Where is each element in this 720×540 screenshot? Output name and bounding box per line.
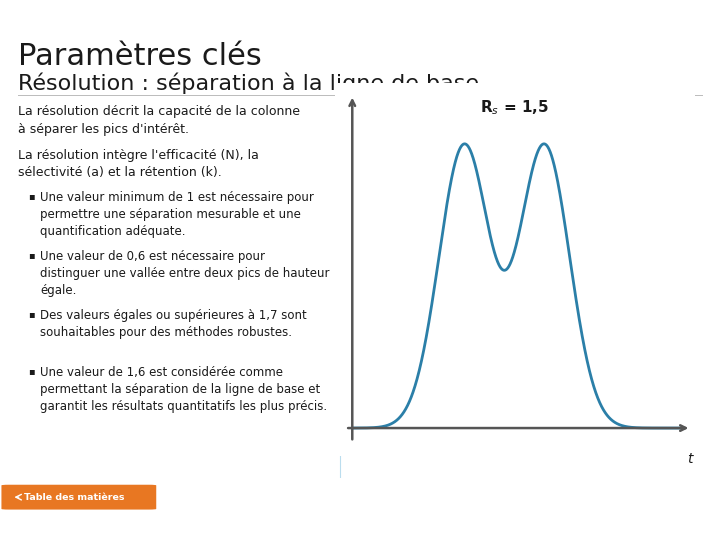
FancyBboxPatch shape (1, 485, 156, 510)
Text: À des fins pédagogiques uniquement
©janv.2019
® Agilent Technologies Inc 2018
8: À des fins pédagogiques uniquement ©janv… (9, 511, 126, 538)
Text: t: t (687, 452, 693, 466)
Text: Table des matières: Table des matières (24, 492, 125, 502)
Text: Résolution : séparation à la ligne de base: Résolution : séparation à la ligne de ba… (18, 73, 479, 94)
Text: ACADEMIC
& INSTITUTIONAL
RESEARCH: ACADEMIC & INSTITUTIONAL RESEARCH (613, 491, 709, 524)
Text: Paramètres clés: Paramètres clés (18, 42, 262, 71)
Text: ▪: ▪ (28, 367, 35, 376)
Text: R$_s$ = 1,5: R$_s$ = 1,5 (480, 99, 549, 117)
Text: Une valeur de 1,6 est considérée comme
permettant la séparation de la ligne de b: Une valeur de 1,6 est considérée comme p… (40, 367, 327, 414)
Text: Une valeur de 0,6 est nécessaire pour
distinguer une vallée entre deux pics de h: Une valeur de 0,6 est nécessaire pour di… (40, 250, 330, 297)
Text: Agilent Technologies: Agilent Technologies (282, 501, 438, 514)
Text: Des valeurs égales ou supérieures à 1,7 sont
souhaitables pour des méthodes robu: Des valeurs égales ou supérieures à 1,7 … (40, 309, 307, 339)
Text: Une valeur minimum de 1 est nécessaire pour
permettre une séparation mesurable e: Une valeur minimum de 1 est nécessaire p… (40, 191, 314, 238)
Text: ▪: ▪ (28, 191, 35, 201)
Text: ▪: ▪ (28, 250, 35, 260)
Text: ▪: ▪ (28, 309, 35, 319)
Text: La résolution intègre l'efficacité (N), la
sélectivité (a) et la rétention (k).: La résolution intègre l'efficacité (N), … (18, 148, 259, 179)
Text: La résolution décrit la capacité de la colonne
à séparer les pics d'intérêt.: La résolution décrit la capacité de la c… (18, 105, 300, 136)
